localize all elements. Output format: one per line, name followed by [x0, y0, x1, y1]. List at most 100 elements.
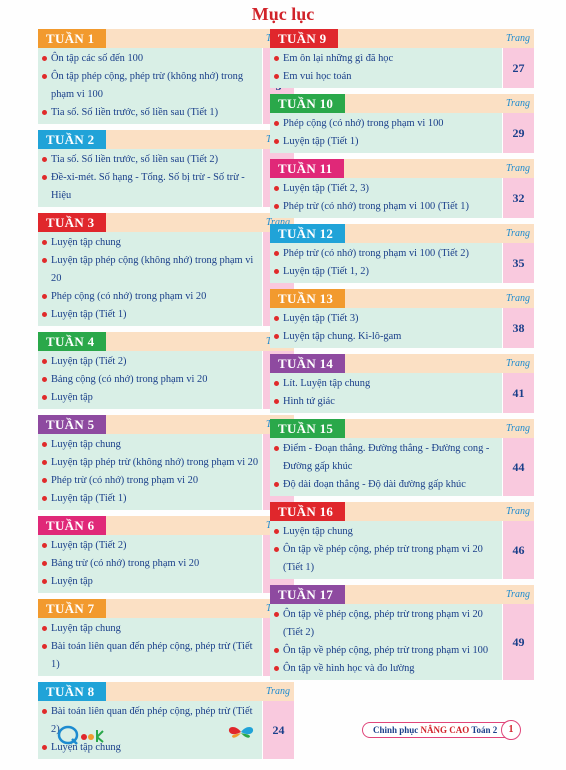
- page-column-label: Trang: [502, 94, 534, 113]
- week-lessons: Ôn tập về phép cộng, phép trừ trong phạm…: [270, 604, 534, 680]
- lesson-item: Bảng cộng (có nhớ) trong phạm vi 20: [42, 371, 262, 389]
- page-column-label: Trang: [502, 159, 534, 178]
- lesson-item: Phép trừ (có nhớ) trong phạm vi 100 (Tiế…: [274, 198, 502, 216]
- page-title: Mục lục: [251, 4, 315, 24]
- tag-suffix: Toán 2: [471, 725, 498, 735]
- lesson-item: Đề-xi-mét. Số hạng - Tổng. Số bị trừ - S…: [42, 169, 262, 205]
- week-label: TUẦN 8: [38, 682, 107, 701]
- week-label: TUẦN 14: [270, 354, 346, 373]
- week-header: TUẦN 13 Trang: [270, 289, 534, 308]
- week-page-number: 49: [502, 604, 534, 680]
- lesson-item: Bảng trừ (có nhớ) trong phạm vi 20: [42, 555, 262, 573]
- lesson-item: Luyện tập (Tiết 2): [42, 537, 262, 555]
- week-label: TUẦN 12: [270, 224, 346, 243]
- week-lessons: Luyện tập chung Luyện tập phép cộng (khôn…: [38, 232, 294, 326]
- lesson-item: Luyện tập chung: [42, 436, 262, 454]
- lesson-item: Ôn tập các số đến 100: [42, 50, 262, 68]
- lesson-item: Ôn tập phép cộng, phép trừ (không nhớ) t…: [42, 68, 262, 104]
- week-lessons: Em ôn lại những gì đã học Em vui học toán…: [270, 48, 534, 88]
- week-header: TUẦN 16 Trang: [270, 502, 534, 521]
- week-label: TUẦN 16: [270, 502, 346, 521]
- week-label: TUẦN 1: [38, 29, 107, 48]
- lesson-item: Ôn tập về phép cộng, phép trừ trong phạm…: [274, 541, 502, 577]
- lesson-item: Luyện tập: [42, 573, 262, 591]
- week-header: TUẦN 3 Trang: [38, 213, 294, 232]
- lesson-item: Luyện tập (Tiết 2): [42, 353, 262, 371]
- week-block: TUẦN 8 Trang Bài toán liên quan đến phép c…: [38, 682, 294, 759]
- lesson-item: Luyện tập chung: [274, 523, 502, 541]
- week-label: TUẦN 11: [270, 159, 345, 178]
- week-block: TUẦN 11 Trang Luyện tập (Tiết 2, 3) Phép tr…: [270, 159, 534, 218]
- lesson-item: Bài toán liên quan đến phép cộng, phép t…: [42, 638, 262, 674]
- week-lessons: Lít. Luyện tập chung Hình tứ giác 41: [270, 373, 534, 413]
- page-column-label: Trang: [502, 419, 534, 438]
- week-label: TUẦN 15: [270, 419, 346, 438]
- week-page-number: 24: [262, 701, 294, 759]
- lesson-item: Lít. Luyện tập chung: [274, 375, 502, 393]
- lesson-item: Tia số. Số liền trước, số liền sau (Tiết…: [42, 104, 262, 122]
- week-block: TUẦN 17 Trang Ôn tập về phép cộng, phép tr…: [270, 585, 534, 680]
- week-page-number: 27: [502, 48, 534, 88]
- lesson-item: Tia số. Số liền trước, số liền sau (Tiết…: [42, 151, 262, 169]
- week-label: TUẦN 10: [270, 94, 346, 113]
- lesson-item: Ôn tập về hình học và đo lường: [274, 660, 502, 678]
- week-lessons: Luyện tập (Tiết 2) Bảng trừ (có nhớ) tron…: [38, 535, 294, 593]
- lesson-item: Luyện tập chung: [42, 234, 262, 252]
- lesson-item: Luyện tập: [42, 389, 262, 407]
- lesson-item: Bài toán liên quan đến phép cộng, phép t…: [42, 703, 262, 739]
- week-page-number: 38: [502, 308, 534, 348]
- week-header: TUẦN 14 Trang: [270, 354, 534, 373]
- page-column-label: Trang: [502, 585, 534, 604]
- page-column-label: Trang: [502, 289, 534, 308]
- page-column-label: Trang: [502, 29, 534, 48]
- week-lessons: Luyện tập chung Bài toán liên quan đến ph…: [38, 618, 294, 676]
- page-column-label: Trang: [502, 224, 534, 243]
- page-column-label: Trang: [502, 502, 534, 521]
- week-block: TUẦN 16 Trang Luyện tập chung Ôn tập về phé…: [270, 502, 534, 579]
- lesson-item: Luyện tập (Tiết 1): [42, 490, 262, 508]
- week-lessons: Ôn tập các số đến 100 Ôn tập phép cộng, p…: [38, 48, 294, 124]
- page-column-label: Trang: [502, 354, 534, 373]
- week-header: TUẦN 12 Trang: [270, 224, 534, 243]
- page-column-label: Trang: [262, 682, 294, 701]
- week-label: TUẦN 17: [270, 585, 346, 604]
- week-block: TUẦN 10 Trang Phép cộng (có nhớ) trong phạ…: [270, 94, 534, 153]
- lesson-item: Độ dài đoạn thẳng - Độ dài đường gấp khú…: [274, 476, 502, 494]
- week-lessons: Điểm - Đoạn thẳng. Đường thẳng - Đường c…: [270, 438, 534, 496]
- week-header: TUẦN 11 Trang: [270, 159, 534, 178]
- week-header: TUẦN 9 Trang: [270, 29, 534, 48]
- week-page-number: 44: [502, 438, 534, 496]
- week-page-number: 35: [502, 243, 534, 283]
- week-label: TUẦN 13: [270, 289, 346, 308]
- week-label: TUẦN 7: [38, 599, 107, 618]
- lesson-item: Luyện tập (Tiết 2, 3): [274, 180, 502, 198]
- week-lessons: Luyện tập chung Luyện tập phép trừ (không…: [38, 434, 294, 510]
- week-lessons: Luyện tập (Tiết 2, 3) Phép trừ (có nhớ) t…: [270, 178, 534, 218]
- lesson-item: Phép cộng (có nhớ) trong phạm vi 20: [42, 288, 262, 306]
- lesson-item: Luyện tập (Tiết 1, 2): [274, 263, 502, 281]
- week-header: TUẦN 10 Trang: [270, 94, 534, 113]
- toc-right-column: TUẦN 9 Trang Em ôn lại những gì đã học Em v…: [270, 29, 534, 686]
- week-header: TUẦN 15 Trang: [270, 419, 534, 438]
- lesson-item: Em ôn lại những gì đã học: [274, 50, 502, 68]
- lesson-item: Em vui học toán: [274, 68, 502, 86]
- lesson-item: Phép trừ (có nhớ) trong phạm vi 20: [42, 472, 262, 490]
- week-page-number: 32: [502, 178, 534, 218]
- tag-prefix: Chinh phục: [373, 725, 419, 735]
- week-page-number: 29: [502, 113, 534, 153]
- lesson-item: Luyện tập chung. Ki-lô-gam: [274, 328, 502, 346]
- tag-accent: NÂNG CAO: [420, 725, 470, 735]
- week-lessons: Tia số. Số liền trước, số liền sau (Tiết…: [38, 149, 294, 207]
